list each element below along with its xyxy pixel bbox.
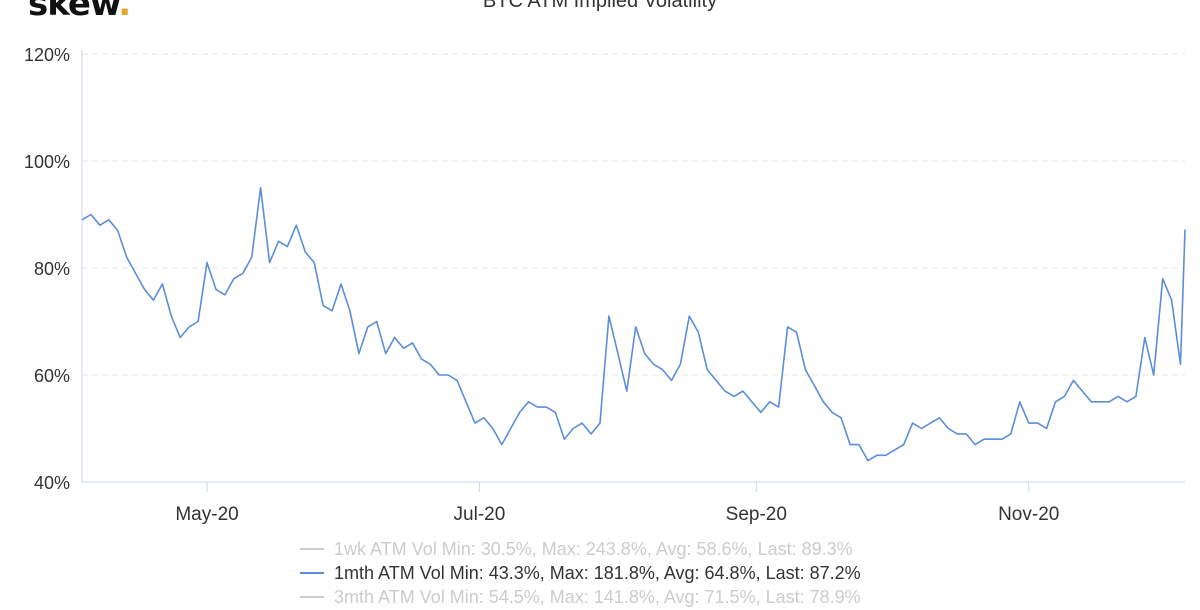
legend-swatch (300, 572, 324, 575)
legend-item-1mth[interactable]: 1mth ATM Vol Min: 43.3%, Max: 181.8%, Av… (300, 561, 861, 585)
y-tick-label: 80% (34, 259, 70, 279)
series-layer (81, 187, 1186, 462)
y-tick-label: 40% (34, 473, 70, 493)
chart-plot-area: 40% 60% 80% 100% 120% May-20 Jul-20 Sep-20 Nov-… (24, 45, 1186, 525)
y-tick-label: 120% (24, 45, 70, 65)
series-line-1mth-atm-vol (81, 187, 1186, 462)
x-tick-label: May-20 (175, 504, 238, 525)
x-tick-label: Sep-20 (726, 504, 787, 525)
grid-lines (82, 53, 1185, 376)
x-axis-tick-labels: May-20 Jul-20 Sep-20 Nov-20 (175, 482, 1059, 525)
legend-swatch (300, 596, 324, 599)
y-tick-label: 60% (34, 366, 70, 386)
x-tick-label: Jul-20 (454, 504, 506, 525)
legend-swatch (300, 548, 324, 551)
y-tick-label: 100% (24, 152, 70, 172)
legend-item-3mth[interactable]: 3mth ATM Vol Min: 54.5%, Max: 141.8%, Av… (300, 585, 861, 609)
skew-logo: skew. (28, 0, 131, 24)
x-tick-label: Nov-20 (998, 504, 1059, 525)
axes (81, 50, 1185, 483)
legend-item-1wk[interactable]: 1wk ATM Vol Min: 30.5%, Max: 243.8%, Avg… (300, 537, 853, 561)
chart-title: BTC ATM Implied Volatility (482, 0, 718, 12)
y-axis-tick-labels: 40% 60% 80% 100% 120% (24, 45, 70, 493)
